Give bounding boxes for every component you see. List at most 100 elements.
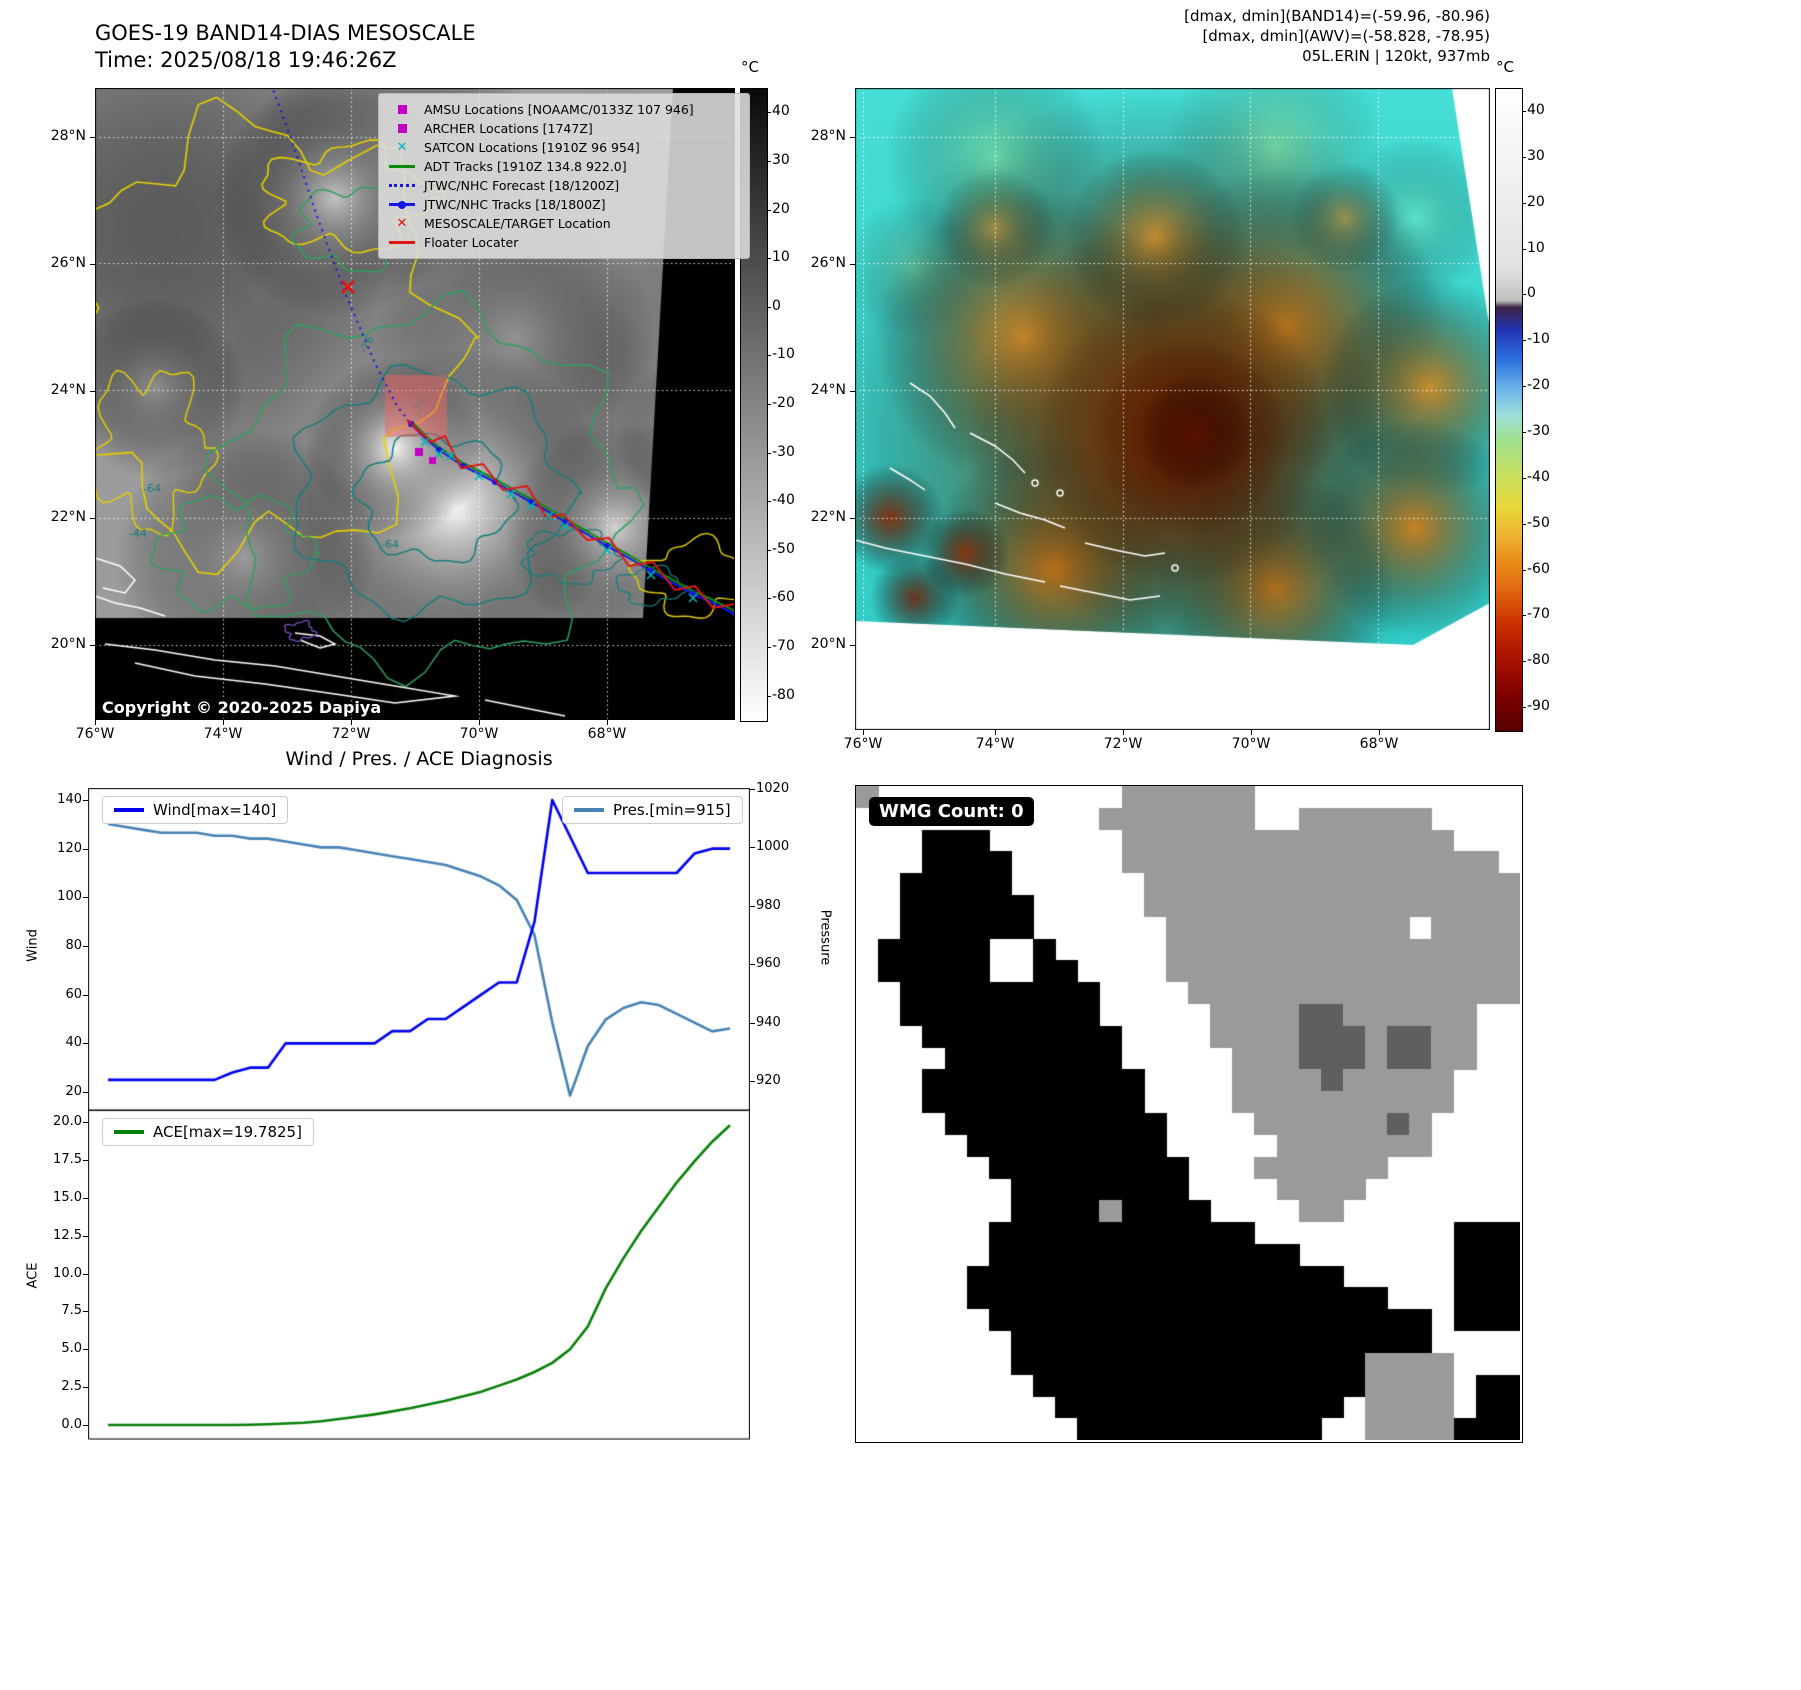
tick-mark: [1522, 661, 1526, 663]
lon-label-tl: 72°W: [331, 726, 371, 742]
colorbar-tick-tr: -50: [1527, 514, 1550, 531]
lon-label-tl: 68°W: [587, 726, 627, 742]
tick-mark: [1251, 730, 1252, 735]
lat-label-tl: 28°N: [50, 128, 86, 144]
tick-mark: [90, 264, 95, 265]
tick-mark: [83, 1349, 88, 1351]
tick-mark: [83, 1387, 88, 1389]
tick-mark: [767, 209, 771, 211]
ace-tick-label: 17.5: [53, 1151, 82, 1167]
lat-label-tl: 26°N: [50, 255, 86, 271]
lon-label-tr: 74°W: [975, 736, 1015, 752]
ace-line-swatch: [114, 1130, 144, 1134]
wind-tick-label: 20: [65, 1083, 82, 1099]
lon-label-tl: 76°W: [75, 726, 115, 742]
lon-label-tl: 70°W: [459, 726, 499, 742]
tick-mark: [90, 645, 95, 646]
pressure-tick-label: 940: [756, 1014, 781, 1030]
tick-mark: [1522, 294, 1526, 296]
storm-id-intensity: 05L.ERIN | 120kt, 937mb: [1302, 47, 1490, 65]
colorbar-tick-tl: 30: [772, 151, 790, 168]
colorbar-tick-tl: 0: [772, 297, 781, 314]
pressure-tick-label: 980: [756, 897, 781, 913]
colorbar-tick-tl: 20: [772, 200, 790, 217]
ace-legend-label: ACE[max=19.7825]: [153, 1123, 302, 1141]
tick-mark: [83, 848, 88, 850]
tick-mark: [850, 264, 855, 265]
tick-mark: [95, 720, 96, 725]
legend-item: ARCHER Locations [1747Z]: [387, 119, 741, 138]
tick-mark: [767, 695, 771, 697]
tick-mark: [1522, 110, 1526, 112]
lat-label-tr: 28°N: [810, 128, 846, 144]
ace-tick-label: 0.0: [61, 1417, 82, 1432]
colorbar-tick-tr: 0: [1527, 285, 1536, 302]
colorbar-unit-tr: °C: [1496, 58, 1514, 76]
wind-pressure-ace-charts: [88, 788, 750, 1440]
tick-mark: [767, 306, 771, 308]
tick-mark: [1522, 477, 1526, 479]
wind-tick-label: 120: [57, 840, 82, 856]
ace-axis-label: ACE: [25, 1262, 41, 1289]
tick-mark: [750, 1022, 755, 1024]
lat-label-tr: 22°N: [810, 509, 846, 525]
colorbar-tick-tl: -10: [772, 346, 795, 363]
pressure-tick-label: 920: [756, 1073, 781, 1088]
tick-mark: [767, 258, 771, 260]
color-ir-satellite-map: [855, 88, 1490, 730]
ace-tick-label: 15.0: [53, 1189, 82, 1205]
tick-mark: [767, 647, 771, 649]
colorbar-unit-tl: °C: [741, 58, 759, 76]
legend-item: ADT Tracks [1910Z 134.8 922.0]: [387, 157, 741, 176]
legend-label: MESOSCALE/TARGET Location: [424, 216, 611, 231]
pressure-line-swatch: [574, 808, 604, 812]
tick-mark: [479, 720, 480, 725]
tick-mark: [1522, 707, 1526, 709]
colorbar-tick-tr: -60: [1527, 560, 1550, 577]
legend-item: AMSU Locations [NOAAMC/0133Z 107 946]: [387, 100, 741, 119]
wind-tick-label: 140: [57, 792, 82, 807]
legend-label: ADT Tracks [1910Z 134.8 922.0]: [424, 159, 627, 174]
colorbar-tick-tl: -30: [772, 443, 795, 460]
pressure-legend: Pres.[min=915]: [562, 796, 743, 824]
tick-mark: [1379, 730, 1380, 735]
tick-mark: [90, 137, 95, 138]
wind-tick-label: 100: [57, 889, 82, 905]
colorbar-tick-tl: -70: [772, 638, 795, 655]
wind-tick-label: 80: [65, 937, 82, 953]
square-marker-icon: [387, 103, 417, 117]
colorbar-tick-tr: 10: [1527, 239, 1545, 256]
tick-mark: [1522, 569, 1526, 571]
tick-mark: [607, 720, 608, 725]
tick-mark: [1522, 386, 1526, 388]
tick-mark: [750, 847, 755, 849]
colorbar-tick-tl: -50: [772, 540, 795, 557]
legend-item: ✕ SATCON Locations [1910Z 96 954]: [387, 138, 741, 157]
ace-tick-label: 7.5: [61, 1303, 82, 1319]
lat-label-tl: 22°N: [50, 509, 86, 525]
tick-mark: [767, 501, 771, 503]
storm-info-header: [dmax, dmin](BAND14)=(-59.96, -80.96) [d…: [1000, 6, 1490, 66]
colorbar-tick-tr: -20: [1527, 377, 1550, 394]
tick-mark: [83, 1311, 88, 1313]
wind-tick-label: 60: [65, 986, 82, 1002]
pressure-tick-label: 1000: [756, 839, 790, 855]
colorbar-ir: [1495, 88, 1523, 732]
legend-item: JTWC/NHC Forecast [18/1200Z]: [387, 176, 741, 195]
copyright-text: Copyright © 2020-2025 Dapiya: [102, 698, 382, 717]
wind-line-swatch: [114, 808, 144, 812]
charts-title: Wind / Pres. / ACE Diagnosis: [285, 748, 553, 770]
legend-label: Floater Locater: [424, 235, 519, 250]
tick-mark: [1522, 202, 1526, 204]
tick-mark: [767, 598, 771, 600]
colorbar-tick-tr: -40: [1527, 468, 1550, 485]
tick-mark: [767, 355, 771, 357]
wind-axis-label: Wind: [25, 929, 41, 962]
lon-label-tr: 68°W: [1359, 736, 1399, 752]
colorbar-tick-tl: -80: [772, 686, 795, 703]
tick-mark: [995, 730, 996, 735]
legend-item: JTWC/NHC Tracks [18/1800Z]: [387, 195, 741, 214]
tick-mark: [351, 720, 352, 725]
tick-mark: [863, 730, 864, 735]
wmg-pixel-panel: [855, 785, 1523, 1443]
